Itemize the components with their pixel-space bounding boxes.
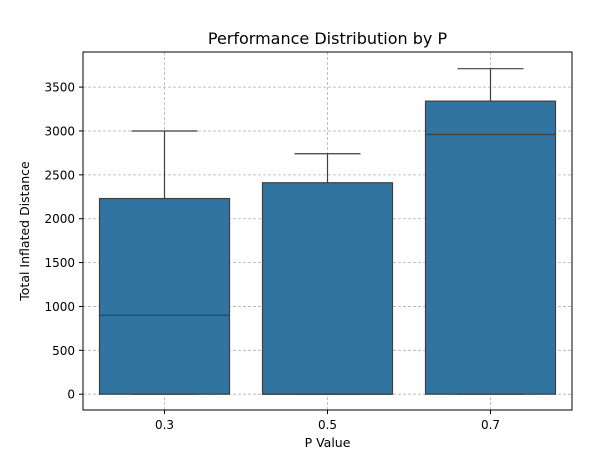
y-tick-label: 1500 xyxy=(44,256,75,270)
y-tick-label: 2000 xyxy=(44,212,75,226)
x-axis-label: P Value xyxy=(305,435,351,450)
chart-title: Performance Distribution by P xyxy=(208,29,448,48)
box-0.3 xyxy=(98,130,231,395)
y-axis-label: Total Inflated Distance xyxy=(17,161,32,302)
x-axis-ticks: 0.3 0.5 0.7 xyxy=(155,410,500,432)
y-tick-label: 3500 xyxy=(44,81,75,95)
y-axis-ticks: 0 500 1000 1500 2000 2500 3000 3500 xyxy=(44,81,83,402)
x-tick-label: 0.5 xyxy=(318,418,337,432)
y-tick-label: 3000 xyxy=(44,124,75,138)
box-0.7 xyxy=(424,68,557,395)
x-tick-label: 0.7 xyxy=(481,418,500,432)
x-tick-label: 0.3 xyxy=(155,418,174,432)
box-body xyxy=(261,182,394,395)
box-0.5 xyxy=(261,153,394,395)
box-series xyxy=(98,68,557,395)
y-tick-label: 500 xyxy=(52,344,75,358)
y-tick-label: 1000 xyxy=(44,300,75,314)
box-body xyxy=(424,100,557,395)
box-body xyxy=(98,197,231,395)
y-tick-label: 2500 xyxy=(44,168,75,182)
y-tick-label: 0 xyxy=(67,388,75,402)
